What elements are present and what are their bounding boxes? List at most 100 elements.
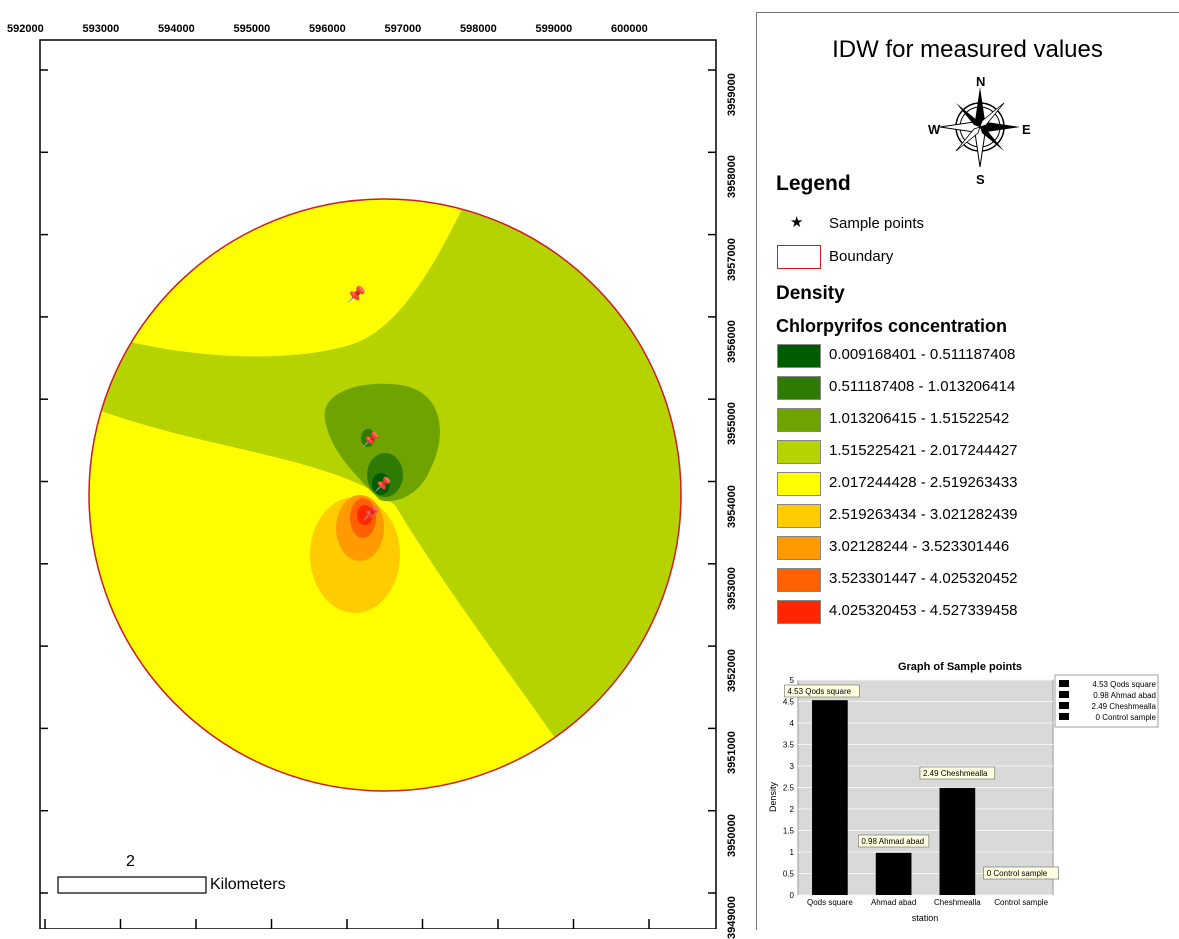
legend-entry: 2.49 Cheshmealla [1092,702,1157,711]
legend-class-label: 0.511187408 - 1.013206414 [829,378,1016,395]
x-tick-label: Qods square [807,898,853,907]
legend-class-label: 3.02128244 - 3.523301446 [829,538,1010,555]
x-tick-label: 596000 [309,23,346,35]
data-label-box [983,866,1059,880]
chart-x-labels: Qods square Ahmad abad Cheshmealla Control … [807,898,1049,907]
y-tick-label: 0 [790,891,795,900]
chart-bar[interactable] [875,852,912,895]
pin-icon[interactable]: 📌 [362,504,380,522]
chart-y-label: Density [768,781,778,812]
pin-icon[interactable]: 📌 [362,430,380,448]
data-label: 4.53 Qods square [787,687,851,696]
y-tick-label: 3956000 [726,320,738,363]
legend-swatch [1059,680,1069,687]
density-heading: Density [776,283,845,304]
y-tick-label: 2.5 [783,784,795,793]
y-tick-label: 3951000 [726,731,738,775]
x-tick-label: 600000 [611,23,648,35]
legend-swatch [1059,713,1069,720]
y-tick-label: 3955000 [726,402,738,446]
x-tick-label: 597000 [384,23,422,35]
y-tick-label: 1 [790,848,795,857]
legend-swatch [1059,691,1069,698]
y-tick-label: 3 [790,762,795,771]
x-tick-label: 593000 [82,23,120,35]
legend-box [1054,674,1159,728]
data-label-box [784,684,860,698]
y-tick-label: 3953000 [726,566,738,610]
idw-map: 📌 📌 📌 📌 [39,39,717,929]
data-label: 2.49 Cheshmealla [923,769,988,778]
data-label: 0 Control sample [987,869,1048,878]
legend-entry: 0.98 Ahmad abad [1093,691,1156,700]
y-tick-label: 3957000 [726,237,738,281]
y-tick-label: 3958000 [726,155,738,199]
x-tick-label: 598000 [460,23,497,35]
compass-icon [939,87,1020,168]
compass-w: W [928,122,941,137]
legend-swatch [777,600,821,624]
legend-class-label: 0.009168401 - 0.511187408 [829,346,1016,363]
legend-class-label: 1.013206415 - 1.51522542 [829,410,1010,427]
x-tick-label: Ahmad abad [871,898,916,907]
compass-n: N [976,74,986,89]
y-tick-label: 4 [790,719,795,728]
sample-points-chart: Graph of Sample points 00.511.522.533.54… [768,661,1159,923]
scale-unit: Kilometers [210,876,286,893]
y-tick-label: 0.5 [783,870,795,879]
legend-swatch [777,376,821,400]
boundary-swatch [777,245,821,269]
zone-class-3 [324,383,440,502]
x-tick-label: 599000 [535,23,573,35]
x-tick-label: Control sample [994,898,1048,907]
legend-swatch [777,408,821,432]
zone-class-9 [357,505,373,525]
chart-y-ticks: 0 0.5 1 1.5 2 2.5 3 3.5 4 4.5 5 [783,676,795,900]
chart-bars [812,700,976,895]
chart-title: Graph of Sample points [898,661,1022,673]
legend-swatch [777,472,821,496]
pin-icon[interactable]: 📌 [346,285,366,304]
x-tick-label: 594000 [158,23,195,35]
legend-swatch [1059,702,1069,709]
y-tick-label: 5 [790,676,795,685]
legend-heading: Legend [776,172,851,195]
y-tick-label: 3950000 [726,813,738,857]
y-tick-label: 3949000 [726,896,738,939]
y-tick-label: 4.5 [783,698,795,707]
legend-swatch [777,568,821,592]
y-tick-label: 3.5 [783,741,795,750]
legend-class-label: 2.519263434 - 3.021282439 [829,506,1018,523]
chart-bar[interactable] [939,787,976,895]
pin-icon: ★ [790,214,804,231]
interpolation-surface [89,199,681,791]
legend-swatch [777,344,821,368]
chart-bar[interactable] [812,700,848,895]
pin-icon[interactable]: 📌 [374,475,392,493]
legend-class-label: 1.515225421 - 2.017244427 [829,442,1018,459]
scale-value: 2 [126,853,135,870]
y-tick-label: 3952000 [726,649,738,693]
data-label-box [858,834,930,848]
zone-class-2b [361,429,375,447]
legend-panel [756,12,1179,930]
compass-e: E [1022,122,1031,137]
legend-class-label: 4.025320453 - 4.527339458 [829,602,1018,619]
chart-data-labels: 4.53 Qods square 0.98 Ahmad abad 2.49 Ches… [784,684,1059,880]
chart-x-label: station [912,913,939,923]
concentration-heading: Chlorpyrifos concentration [776,316,1008,336]
legend-label-sample-points: Sample points [829,215,925,232]
legend-swatch [777,504,821,528]
legend-class-label: 2.017244428 - 2.519263433 [829,474,1018,491]
y-tick-label: 3954000 [726,484,738,528]
legend-entry: 0 Control sample [1096,713,1157,722]
data-label-box [919,766,996,780]
scale-bar [57,876,207,894]
x-tick-label: Cheshmealla [934,898,981,907]
x-tick-label: 592000 [7,23,44,35]
map-title: IDW for measured values [832,36,1103,63]
x-tick-label: 595000 [233,23,271,35]
y-tick-label: 2 [790,805,795,814]
data-label: 0.98 Ahmad abad [861,837,924,846]
y-tick-label: 1.5 [783,827,795,836]
